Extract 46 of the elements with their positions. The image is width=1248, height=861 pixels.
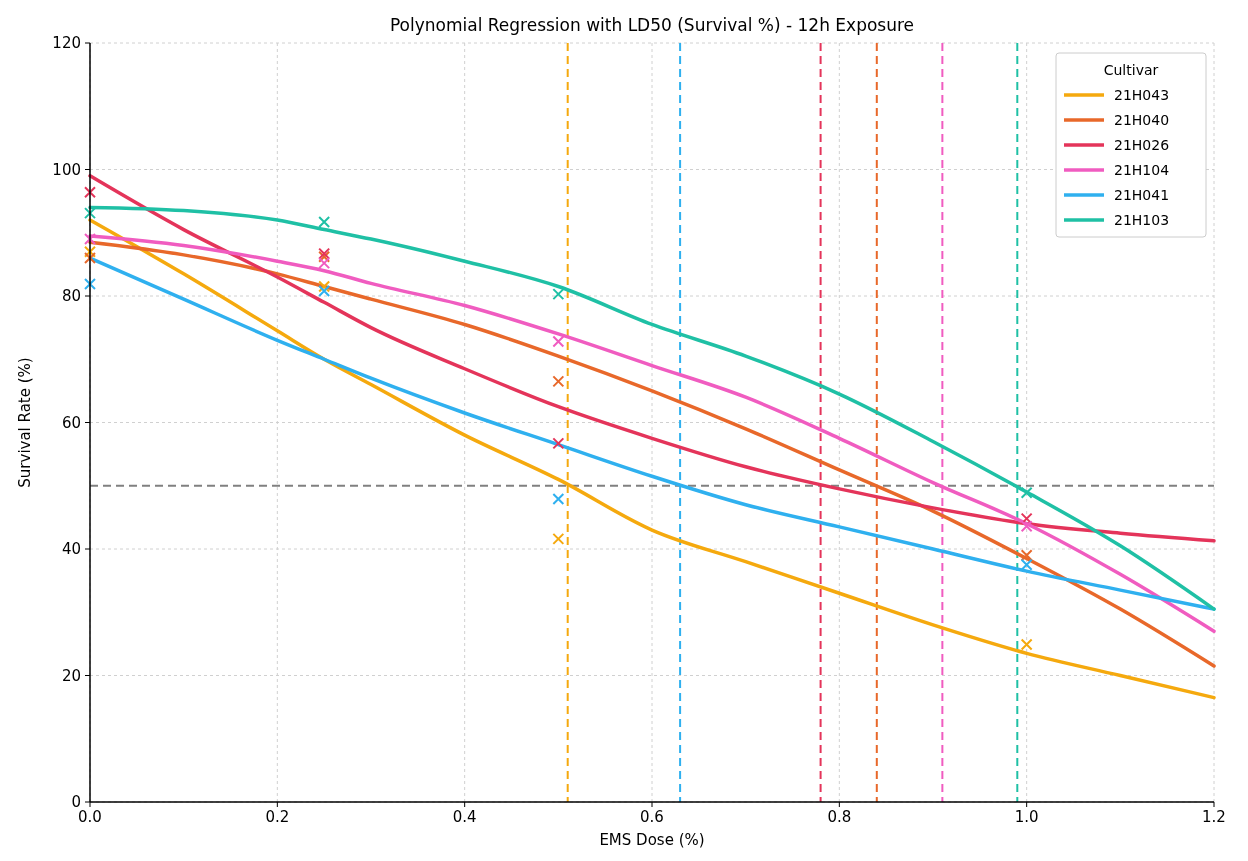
point xyxy=(318,280,331,293)
point xyxy=(1020,549,1033,562)
y-axis-title: Survival Rate (%) xyxy=(16,357,34,488)
y-tick-label: 20 xyxy=(61,666,81,685)
y-tick-label: 40 xyxy=(61,540,81,558)
point xyxy=(552,375,565,388)
y-tick-label: 80 xyxy=(61,287,81,305)
legend-title: Cultivar xyxy=(1103,62,1159,78)
x-tick-label: 0.4 xyxy=(452,808,477,826)
chart-title: Polynomial Regression with LD50 (Survival %) - 12h Exposure xyxy=(389,15,915,35)
point xyxy=(1020,520,1033,533)
point xyxy=(552,532,565,545)
point xyxy=(318,216,331,228)
point xyxy=(84,277,96,290)
legend-label: 21H104 xyxy=(1114,162,1170,178)
y-tick-label: 60 xyxy=(61,413,81,432)
x-tick-label: 0.8 xyxy=(827,808,852,826)
point xyxy=(84,186,96,199)
point xyxy=(552,437,565,450)
x-tick-label: 1.0 xyxy=(1014,808,1039,826)
legend-label: 21H026 xyxy=(1114,137,1170,153)
y-tick-label: 120 xyxy=(52,34,81,52)
point xyxy=(552,335,565,348)
x-tick-label: 0.6 xyxy=(640,808,664,826)
point xyxy=(84,233,96,246)
point xyxy=(552,288,565,301)
point xyxy=(84,245,96,258)
point xyxy=(1020,558,1033,571)
point xyxy=(1020,638,1033,651)
x-tick-label: 0.2 xyxy=(265,808,290,826)
point xyxy=(552,493,565,506)
point xyxy=(1020,512,1033,525)
point xyxy=(318,284,331,297)
y-tick-label: 0 xyxy=(71,793,81,811)
legend-label: 21H043 xyxy=(1114,87,1170,103)
legend-label: 21H040 xyxy=(1114,112,1170,128)
x-tick-label: 1.2 xyxy=(1202,808,1226,826)
point xyxy=(84,252,96,265)
x-axis-title: EMS Dose (%) xyxy=(599,831,705,849)
y-tick-label: 100 xyxy=(52,160,81,179)
legend-label: 21H041 xyxy=(1114,187,1170,203)
legend-label: 21H103 xyxy=(1114,212,1170,228)
x-tick-label: 0.0 xyxy=(78,808,102,826)
point xyxy=(318,257,331,270)
point xyxy=(84,207,96,220)
point xyxy=(1020,486,1033,499)
